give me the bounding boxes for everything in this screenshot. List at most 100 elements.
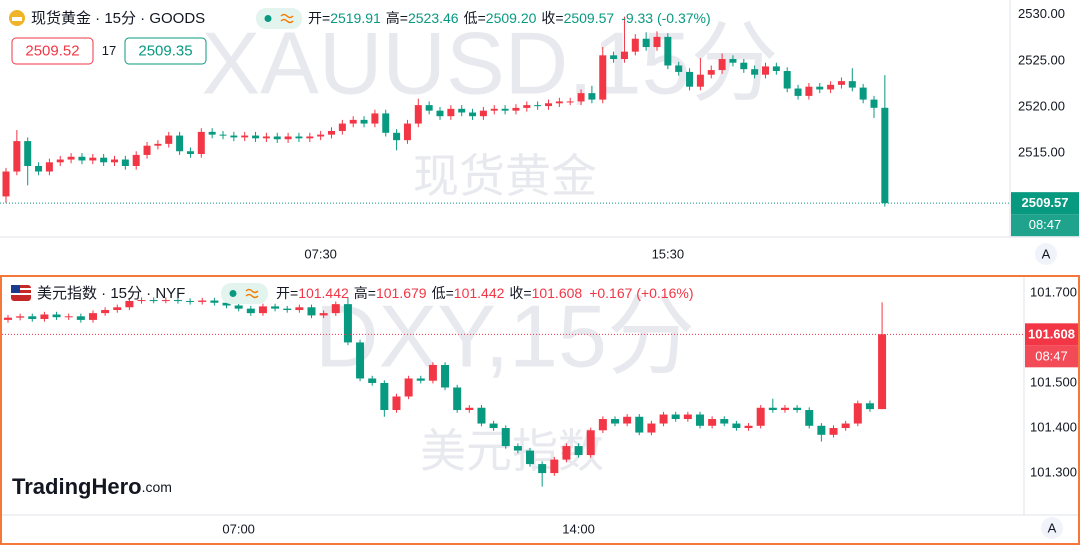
candle-body (16, 316, 25, 318)
candle-body (523, 105, 531, 108)
countdown-label: 08:47 (1029, 217, 1062, 232)
price-tag (1011, 192, 1079, 215)
status-pill[interactable] (256, 8, 302, 29)
readout-label: 低= (464, 10, 486, 26)
candle-body (859, 87, 867, 100)
candle-body (469, 112, 477, 117)
candle-body (319, 313, 328, 316)
candle-body (132, 154, 140, 166)
price-tag-label: 101.608 (1028, 326, 1075, 341)
candle-body (695, 414, 704, 426)
ask-box[interactable] (124, 37, 207, 65)
candle-body (794, 88, 802, 96)
candle-body (620, 51, 628, 60)
y-tick-label: 101.700 (1030, 284, 1077, 299)
candle-body (720, 419, 729, 424)
candle-body (154, 143, 162, 146)
candle-body (393, 132, 401, 141)
bid: 2509.52 (25, 42, 79, 59)
candle-body (768, 407, 777, 411)
readout-label: 收= (509, 285, 531, 301)
candle-body (234, 305, 243, 309)
candle-body (878, 334, 887, 410)
candle-body (368, 378, 377, 383)
candle-body (598, 419, 607, 431)
readout-value: 2519.91 (330, 10, 381, 26)
candle-body (837, 81, 845, 85)
candle-body (100, 157, 108, 163)
candle-body (566, 101, 574, 103)
readout-label: 收= (541, 10, 563, 26)
candle-body (683, 414, 692, 420)
readout-value: 2509.57 (564, 10, 615, 26)
auto-button[interactable] (1035, 243, 1057, 265)
candle-body (208, 131, 216, 135)
candle-body (829, 428, 838, 435)
flag-icon (11, 293, 31, 295)
candle-body (550, 459, 559, 474)
candle-body (360, 119, 368, 124)
candle-body (762, 66, 769, 75)
x-tick-label: 07:00 (222, 521, 255, 536)
candle-body (28, 316, 37, 320)
candle-body (88, 313, 97, 320)
candle-body (125, 300, 134, 308)
candle-body (465, 407, 474, 411)
candle-body (512, 107, 520, 111)
candle-body (165, 135, 173, 144)
candle-body (392, 396, 401, 411)
readout-value: 101.679 (376, 285, 427, 301)
candle-body (111, 159, 118, 163)
candle-body (664, 36, 672, 66)
watermark: XAUUSD,15分 (201, 13, 778, 112)
watermark-name: 美元指数 (420, 425, 604, 477)
flag-icon (11, 288, 31, 290)
candle-body (772, 66, 780, 72)
candle-body (380, 382, 389, 411)
candle-body (186, 151, 194, 155)
auto-button[interactable] (1041, 517, 1063, 539)
candle-body (729, 59, 737, 63)
candle-body (848, 81, 856, 88)
y-tick-label: 2515.00 (1018, 145, 1065, 160)
candle-body (870, 99, 878, 108)
candle-body (284, 136, 292, 140)
candle-body (230, 135, 238, 138)
readout-value: 101.442 (454, 285, 505, 301)
candle-body (219, 134, 227, 136)
candle-body (513, 446, 522, 451)
candle-body (441, 364, 450, 388)
candle-body (501, 428, 510, 447)
candle-body (479, 110, 487, 117)
readout-label: 开= (308, 10, 330, 26)
auto-button-label: A (1048, 520, 1057, 535)
symbol: 现货黄金 · 15分 · GOODS (31, 10, 205, 27)
status-dot (229, 290, 237, 297)
x-tick-label: 14:00 (562, 521, 595, 536)
candle-body (56, 159, 64, 163)
candle-body (623, 416, 632, 424)
candle-body (447, 108, 455, 117)
status-pill[interactable] (221, 283, 268, 304)
candle-body (246, 308, 255, 314)
candle-body (338, 123, 346, 131)
status-icon (245, 288, 259, 299)
candle-body (186, 300, 195, 302)
bid-box[interactable] (11, 37, 94, 65)
candle-body (382, 113, 390, 133)
candle-body (149, 300, 158, 302)
candle-body (610, 55, 618, 60)
readout-value: 2523.46 (408, 10, 459, 26)
candle-body (349, 119, 357, 124)
candle-body (555, 101, 563, 104)
candle-body (853, 403, 862, 424)
candle-body (545, 103, 552, 107)
candle-body (783, 71, 791, 89)
candle-body (52, 314, 61, 318)
candle-body (642, 38, 650, 48)
readout-value: 2509.20 (486, 10, 537, 26)
candle-body (577, 93, 585, 102)
candle-body (453, 387, 462, 411)
